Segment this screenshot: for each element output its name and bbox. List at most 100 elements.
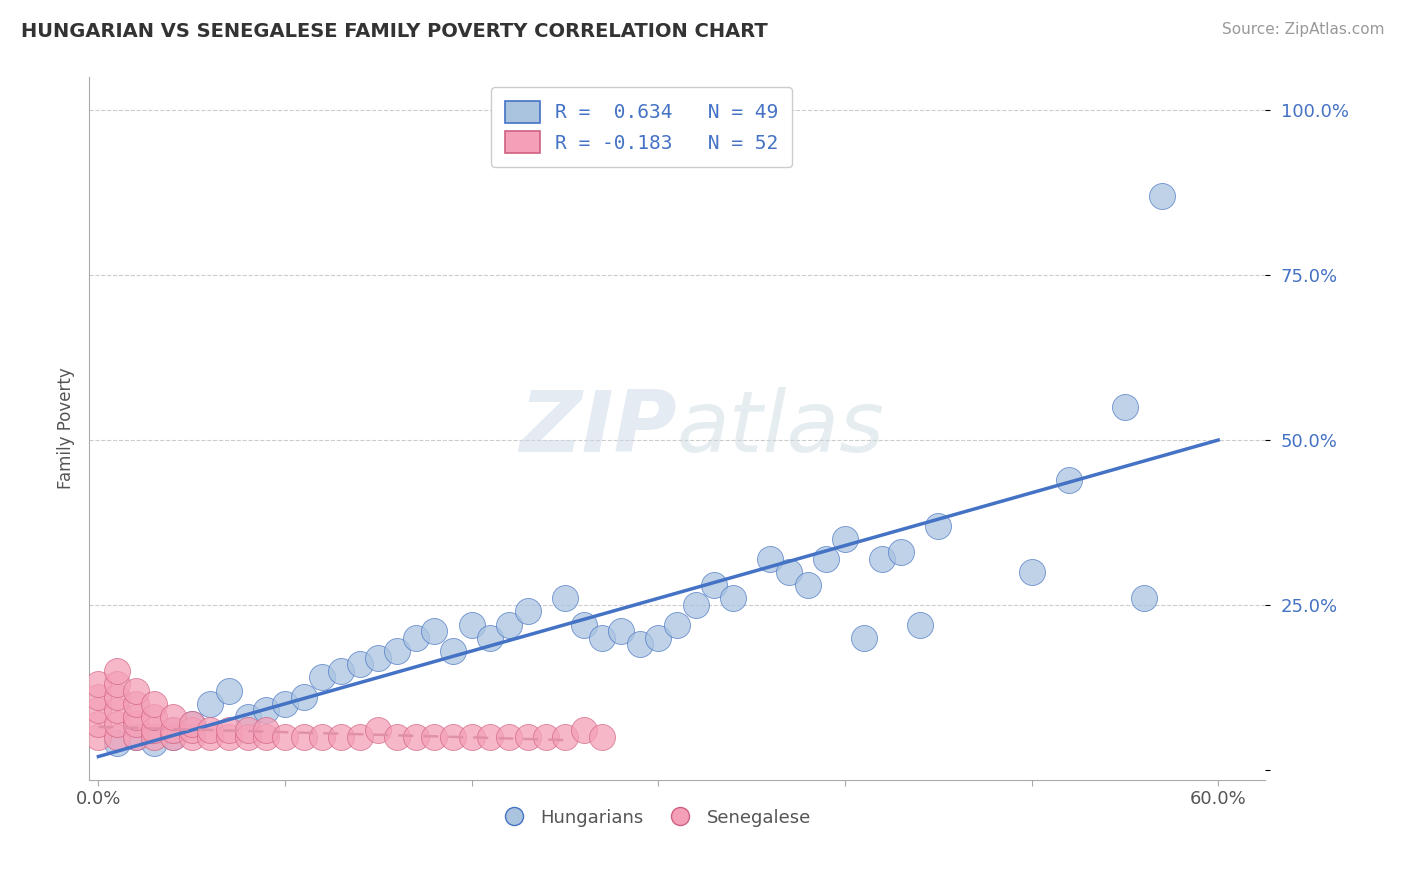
Point [908,617,931,632]
Point [367,650,389,665]
Point [143,723,166,738]
Point [87,716,110,731]
Point [143,697,166,711]
Point [105,677,128,691]
Point [330,730,353,744]
Point [274,697,297,711]
Point [105,730,128,744]
Point [927,518,949,533]
Point [125,730,148,744]
Point [105,664,128,678]
Point [1057,473,1080,487]
Point [610,624,633,639]
Point [87,690,110,705]
Point [385,644,408,658]
Point [591,631,613,645]
Point [162,723,184,738]
Point [349,657,371,672]
Point [405,631,427,645]
Legend: Hungarians, Senegalese: Hungarians, Senegalese [488,801,818,834]
Point [367,723,389,738]
Point [647,631,669,645]
Point [479,730,502,744]
Point [1132,591,1154,606]
Point [236,723,259,738]
Point [330,664,353,678]
Point [274,730,297,744]
Point [460,730,482,744]
Point [125,716,148,731]
Point [180,716,202,731]
Point [852,631,875,645]
Point [87,730,110,744]
Point [105,736,128,750]
Point [1114,400,1136,414]
Point [498,617,520,632]
Point [143,730,166,744]
Point [180,730,202,744]
Point [870,551,893,566]
Point [498,730,520,744]
Point [105,690,128,705]
Point [162,730,184,744]
Point [572,723,595,738]
Point [236,730,259,744]
Point [554,730,576,744]
Point [180,716,202,731]
Point [479,631,502,645]
Point [1152,189,1174,203]
Point [554,591,576,606]
Point [125,697,148,711]
Point [218,683,240,698]
Point [815,551,838,566]
Point [125,730,148,744]
Y-axis label: Family Poverty: Family Poverty [58,368,75,490]
Point [423,730,446,744]
Point [292,690,315,705]
Point [834,532,856,546]
Point [125,683,148,698]
Point [423,624,446,639]
Point [628,637,651,651]
Point [349,730,371,744]
Point [125,710,148,724]
Point [405,730,427,744]
Point [685,598,707,612]
Text: atlas: atlas [676,387,884,470]
Point [516,730,538,744]
Point [218,723,240,738]
Text: HUNGARIAN VS SENEGALESE FAMILY POVERTY CORRELATION CHART: HUNGARIAN VS SENEGALESE FAMILY POVERTY C… [21,22,768,41]
Point [254,723,277,738]
Point [200,730,222,744]
Point [311,670,333,684]
Point [441,730,464,744]
Point [254,703,277,717]
Point [200,723,222,738]
Point [162,730,184,744]
Point [516,605,538,619]
Point [200,697,222,711]
Point [759,551,782,566]
Point [311,730,333,744]
Point [87,703,110,717]
Point [292,730,315,744]
Point [441,644,464,658]
Point [665,617,688,632]
Point [143,736,166,750]
Point [721,591,744,606]
Point [572,617,595,632]
Point [254,730,277,744]
Point [1021,565,1043,579]
Point [236,710,259,724]
Point [162,710,184,724]
Point [218,730,240,744]
Text: ZIP: ZIP [519,387,676,470]
Point [385,730,408,744]
Point [143,710,166,724]
Point [105,716,128,731]
Point [162,723,184,738]
Point [796,578,818,592]
Text: Source: ZipAtlas.com: Source: ZipAtlas.com [1222,22,1385,37]
Point [87,677,110,691]
Point [460,617,482,632]
